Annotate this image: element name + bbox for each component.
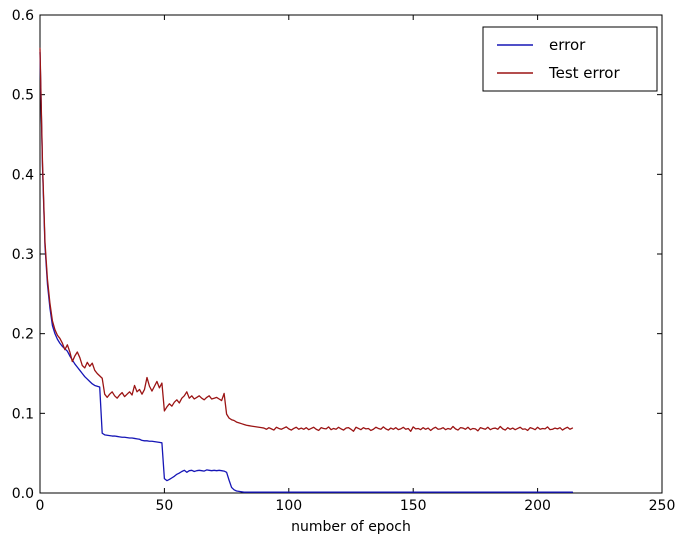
legend-label-test-error: Test error: [548, 64, 620, 82]
axis-tick-labels: 0 50 100 150 200 250 0.0 0.1 0.2 0.3 0.4 0.5 0.6: [12, 8, 676, 514]
x-tick-label: 0: [36, 498, 45, 514]
legend-label-error: error: [549, 36, 586, 54]
y-tick-label: 0.2: [12, 327, 34, 343]
legend: error Test error: [482, 26, 658, 92]
x-tick-label: 100: [275, 498, 302, 514]
y-tick-label: 0.4: [12, 167, 34, 183]
y-tick-label: 0.1: [12, 406, 34, 422]
y-tick-label: 0.3: [12, 247, 34, 263]
x-tick-label: 200: [524, 498, 551, 514]
x-tick-label: 50: [155, 498, 173, 514]
curve-test-error: [39, 47, 574, 432]
x-tick-label: 150: [400, 498, 427, 514]
legend-box: [482, 26, 658, 92]
y-tick-label: 0.6: [12, 8, 34, 24]
data-curves: [39, 47, 574, 493]
x-axis-label: number of epoch: [291, 519, 411, 535]
x-tick-label: 250: [649, 498, 676, 514]
y-tick-label: 0.5: [12, 88, 34, 104]
curve-error: [39, 51, 574, 493]
y-tick-label: 0.0: [12, 486, 34, 502]
